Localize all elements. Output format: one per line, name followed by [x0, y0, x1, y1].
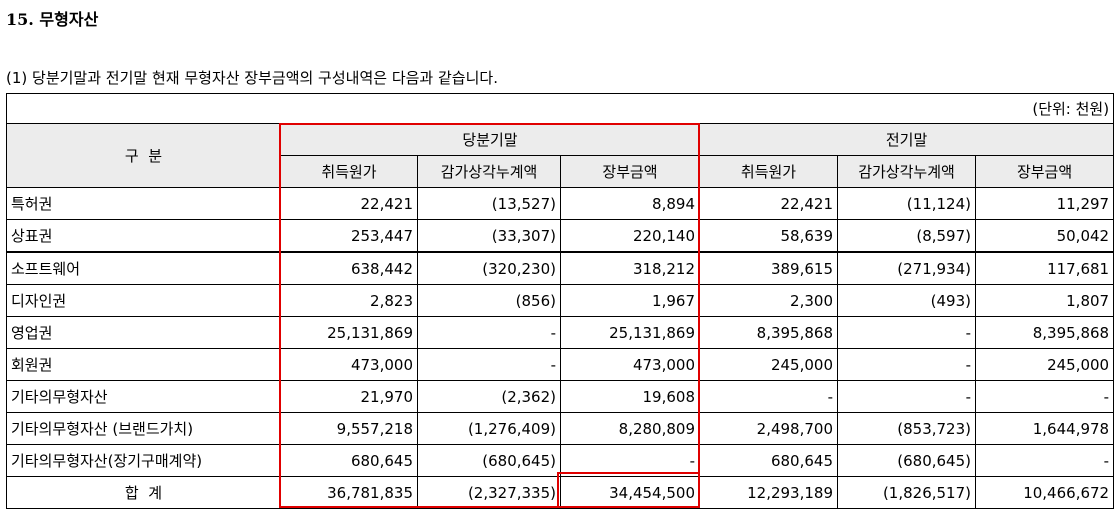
table-cell: 389,615 [699, 251, 838, 285]
table-cell: 19,608 [560, 380, 700, 413]
table-row: 상표권 253,447 (33,307) 220,140 58,639 (8,597) 50… [6, 219, 1115, 253]
intro-text: (1) 당분기말과 전기말 현재 무형자산 장부금액의 구성내역은 다음과 같습… [6, 69, 498, 87]
table-cell: (680,645) [837, 444, 976, 477]
table-cell: (853,723) [837, 412, 976, 445]
section-title: 15. 무형자산 [6, 10, 99, 29]
table-cell: 117,681 [974, 251, 1115, 285]
table-cell: 21,970 [280, 380, 418, 413]
category-header: 구 분 [6, 123, 281, 188]
row-label: 상표권 [6, 219, 281, 253]
table-cell: 473,000 [280, 348, 418, 381]
table-row: 기타의무형자산 (브랜드가치) 9,557,218 (1,276,409) 8,280… [6, 412, 1115, 445]
col-header: 감가상각누계액 [837, 155, 976, 188]
table-cell: - [699, 380, 838, 413]
total-cell: 12,293,189 [699, 476, 838, 509]
table-cell: 22,421 [699, 187, 838, 220]
table-cell: 8,894 [560, 187, 700, 220]
table-cell: (11,124) [837, 187, 976, 220]
total-label: 합 계 [6, 476, 281, 509]
table-cell: 50,042 [974, 219, 1115, 253]
col-header: 취득원가 [699, 155, 838, 188]
table-cell: 9,557,218 [280, 412, 418, 445]
total-row: 합 계 36,781,835 (2,327,335) 34,454,500 12… [6, 476, 1115, 509]
table-cell: 638,442 [280, 251, 418, 285]
table-cell: - [417, 348, 561, 381]
intangible-assets-table: (단위: 천원) 구 분 당분기말 전기말 취득원가 감가상각누계액 장부금액 … [5, 93, 1115, 509]
table-row: 기타의무형자산 21,970 (2,362) 19,608- - - [6, 380, 1115, 413]
table-cell: 245,000 [699, 348, 838, 381]
table-cell: (271,934) [837, 251, 976, 285]
table-cell: 473,000 [560, 348, 700, 381]
table-cell: - [974, 444, 1115, 477]
total-cell: 34,454,500 [560, 476, 700, 509]
table-cell: 1,644,978 [974, 412, 1115, 445]
row-label: 회원권 [6, 348, 281, 381]
table-cell: 25,131,869 [280, 316, 418, 349]
table-cell: - [837, 316, 976, 349]
table-cell: (2,362) [417, 380, 561, 413]
row-label: 영업권 [6, 316, 281, 349]
table-row: 디자인권 2,823 (856) 1,967 2,300 (493) 1,807 [6, 284, 1115, 317]
col-header: 감가상각누계액 [417, 155, 561, 188]
table-cell: 22,421 [280, 187, 418, 220]
row-label: 기타의무형자산 [6, 380, 281, 413]
table-cell: 245,000 [974, 348, 1115, 381]
row-label: 소프트웨어 [6, 251, 281, 285]
table-cell: (1,276,409) [417, 412, 561, 445]
table-cell: - [837, 380, 976, 413]
row-label: 디자인권 [6, 284, 281, 317]
current-period-header: 당분기말 [280, 123, 700, 156]
row-label: 특허권 [6, 187, 281, 220]
table-cell: 8,395,868 [699, 316, 838, 349]
table-cell: - [560, 444, 700, 477]
total-cell: (2,327,335) [417, 476, 561, 509]
col-header: 취득원가 [280, 155, 418, 188]
table-cell: (856) [417, 284, 561, 317]
table-row: 회원권 473,000-473,000 245,000-245,000 [6, 348, 1115, 381]
table-cell: (320,230) [417, 251, 561, 285]
table-cell: - [974, 380, 1115, 413]
table-row: 소프트웨어 638,442 (320,230) 318,212 389,615 (271,… [6, 251, 1115, 285]
table-cell: (13,527) [417, 187, 561, 220]
table-cell: - [417, 316, 561, 349]
col-header: 장부금액 [560, 155, 700, 188]
total-cell: (1,826,517) [837, 476, 976, 509]
table-row: 특허권 22,421 (13,527) 8,894 22,421 (11,124) 11,2… [6, 187, 1115, 220]
table-cell: 318,212 [560, 251, 700, 285]
table-cell: (680,645) [417, 444, 561, 477]
table-cell: 58,639 [699, 219, 838, 253]
table-cell: 11,297 [974, 187, 1115, 220]
row-label: 기타의무형자산 (브랜드가치) [6, 412, 281, 445]
table-cell: (8,597) [837, 219, 976, 253]
table-cell: 2,823 [280, 284, 418, 317]
col-header: 장부금액 [974, 155, 1115, 188]
unit-label: (단위: 천원) [5, 93, 1115, 124]
table-cell: 253,447 [280, 219, 418, 253]
table-cell: 680,645 [699, 444, 838, 477]
table-cell: 25,131,869 [560, 316, 700, 349]
total-cell: 36,781,835 [280, 476, 418, 509]
table-cell: 8,395,868 [974, 316, 1115, 349]
row-label: 기타의무형자산(장기구매계약) [6, 444, 281, 477]
table-cell: 1,967 [560, 284, 700, 317]
table-row: 기타의무형자산(장기구매계약) 680,645 (680,645) -680,645(… [6, 444, 1115, 477]
table-row: 영업권 25,131,869-25,131,869 8,395,868-8,395,… [6, 316, 1115, 349]
table-cell: 2,300 [699, 284, 838, 317]
table-cell: (33,307) [417, 219, 561, 253]
total-cell: 10,466,672 [974, 476, 1115, 509]
table-cell: 220,140 [560, 219, 700, 253]
table-cell: (493) [837, 284, 976, 317]
table-cell: 8,280,809 [560, 412, 700, 445]
table-cell: 1,807 [974, 284, 1115, 317]
prior-period-header: 전기말 [698, 123, 1115, 156]
table-cell: 680,645 [280, 444, 418, 477]
table-cell: - [837, 348, 976, 381]
table-cell: 2,498,700 [699, 412, 838, 445]
